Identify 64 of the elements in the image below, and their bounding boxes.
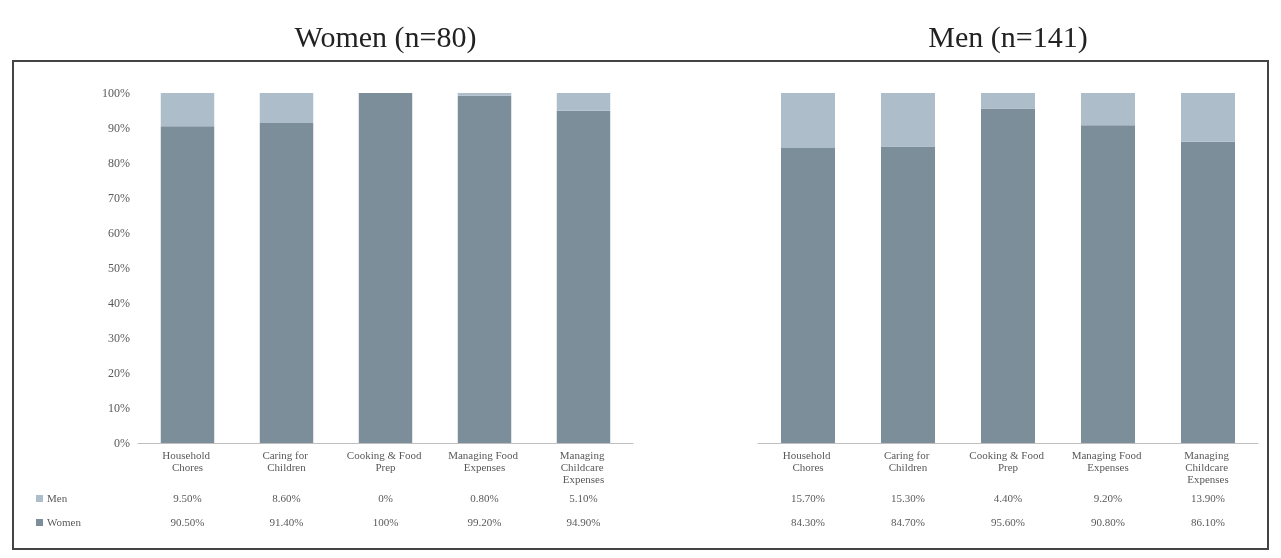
y-tick-label: 60% <box>108 226 130 240</box>
bar <box>1081 93 1135 126</box>
bar <box>556 110 611 443</box>
y-tick-label: 10% <box>108 401 130 415</box>
legend-label: Women <box>47 516 81 528</box>
bar <box>881 146 935 443</box>
y-tick-label: 0% <box>114 436 130 450</box>
data-label: 84.30% <box>790 516 826 528</box>
data-label: 91.40% <box>268 516 305 528</box>
bar <box>1081 125 1135 443</box>
bar <box>881 93 935 147</box>
x-tick-label: Managing Food Expenses <box>448 449 521 473</box>
data-label: 95.60% <box>990 516 1026 528</box>
bar <box>259 93 314 124</box>
data-label: 0.80% <box>469 492 500 504</box>
data-label: 94.90% <box>565 516 602 528</box>
data-label: 86.10% <box>1190 516 1226 528</box>
bar <box>981 108 1035 443</box>
x-tick-label: Household Chores <box>162 449 213 473</box>
x-tick-label: Caring for Children <box>262 449 311 473</box>
chart-title: Women (n=80) <box>293 20 478 54</box>
bar <box>457 93 512 96</box>
x-tick-label: Managing Childcare Expenses <box>1184 449 1232 485</box>
data-label: 90.50% <box>169 516 206 528</box>
legend-label: Men <box>47 492 68 504</box>
data-label: 84.70% <box>890 516 926 528</box>
y-tick-label: 70% <box>108 191 130 205</box>
bar <box>781 147 835 443</box>
y-tick-label: 100% <box>102 86 130 100</box>
y-tick-label: 50% <box>108 261 130 275</box>
data-label: 4.40% <box>992 492 1024 504</box>
data-label: 9.50% <box>172 492 203 504</box>
bar <box>457 95 512 443</box>
x-tick-label: Managing Childcare Expenses <box>559 449 608 485</box>
data-label: 9.20% <box>1092 492 1124 504</box>
data-label: 90.80% <box>1090 516 1126 528</box>
data-label: 15.30% <box>890 492 926 504</box>
x-tick-label: Household Chores <box>782 449 834 473</box>
y-tick-label: 40% <box>108 296 130 310</box>
bar <box>358 93 413 443</box>
bar <box>556 93 611 111</box>
y-tick-label: 90% <box>108 121 130 135</box>
bar <box>259 123 314 443</box>
data-label: 100% <box>371 516 400 528</box>
y-tick-label: 20% <box>108 366 130 380</box>
data-label: 8.60% <box>271 492 302 504</box>
bar <box>160 93 215 127</box>
data-label: 0% <box>377 492 394 504</box>
data-label: 99.20% <box>466 516 503 528</box>
bar <box>1181 141 1235 443</box>
y-tick-label: 30% <box>108 331 130 345</box>
bar <box>981 93 1035 109</box>
y-tick-label: 80% <box>108 156 130 170</box>
x-tick-label: Managing Food Expenses <box>1071 449 1145 473</box>
x-tick-label: Cooking & Food Prep <box>969 449 1047 473</box>
data-label: 5.10% <box>568 492 599 504</box>
bar <box>1181 93 1235 142</box>
bar <box>160 126 215 443</box>
data-label: 15.70% <box>790 492 826 504</box>
bar <box>781 93 835 148</box>
chart-title: Men (n=141) <box>927 20 1089 54</box>
x-tick-label: Caring for Children <box>883 449 933 473</box>
data-label: 13.90% <box>1190 492 1226 504</box>
x-tick-label: Cooking & Food Prep <box>346 449 425 473</box>
